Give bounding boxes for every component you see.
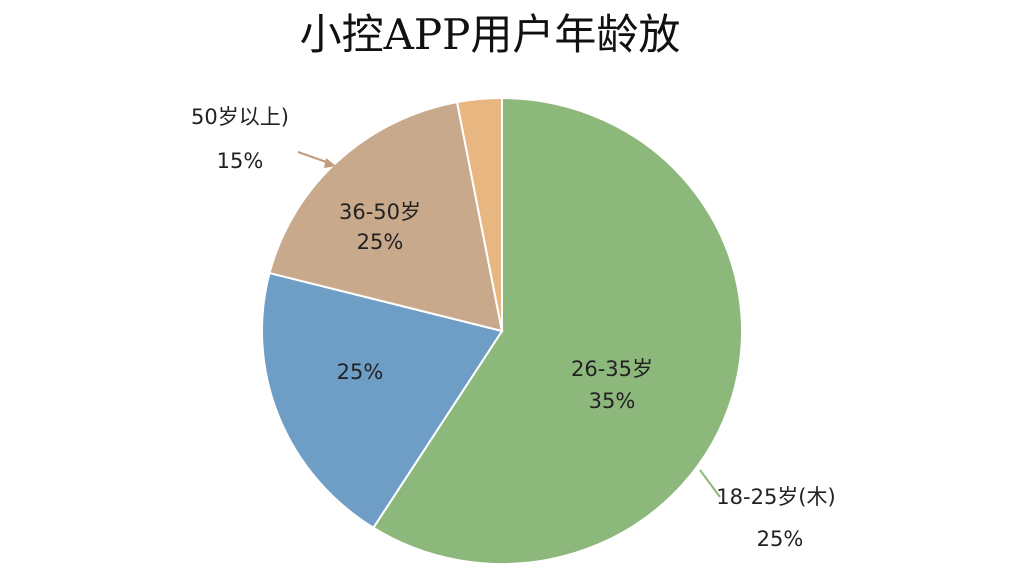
slice (268, 100, 504, 333)
chart-title: 小控APP用户年龄放 (300, 10, 681, 59)
annotation: 25% (357, 230, 404, 254)
annotation: 25% (337, 360, 384, 384)
annotation: 15% (217, 149, 264, 173)
slice (372, 96, 743, 565)
slice (455, 96, 503, 332)
slices (261, 96, 743, 565)
annotation: 26-35岁 (571, 357, 653, 381)
labels: 50岁以上) 15% 36-50岁 25% 25% 26-35岁 35% 18-25岁(木) 2… (191, 105, 836, 551)
arrow-head (324, 158, 336, 168)
annotation: 36-50岁 (339, 200, 421, 224)
annotation: 18-25岁(木) (716, 485, 835, 509)
annotation: 35% (589, 389, 636, 413)
annotation: 25% (757, 527, 804, 551)
slice (261, 271, 504, 530)
annotation: 50岁以上) (191, 105, 289, 129)
connector (699, 469, 721, 498)
